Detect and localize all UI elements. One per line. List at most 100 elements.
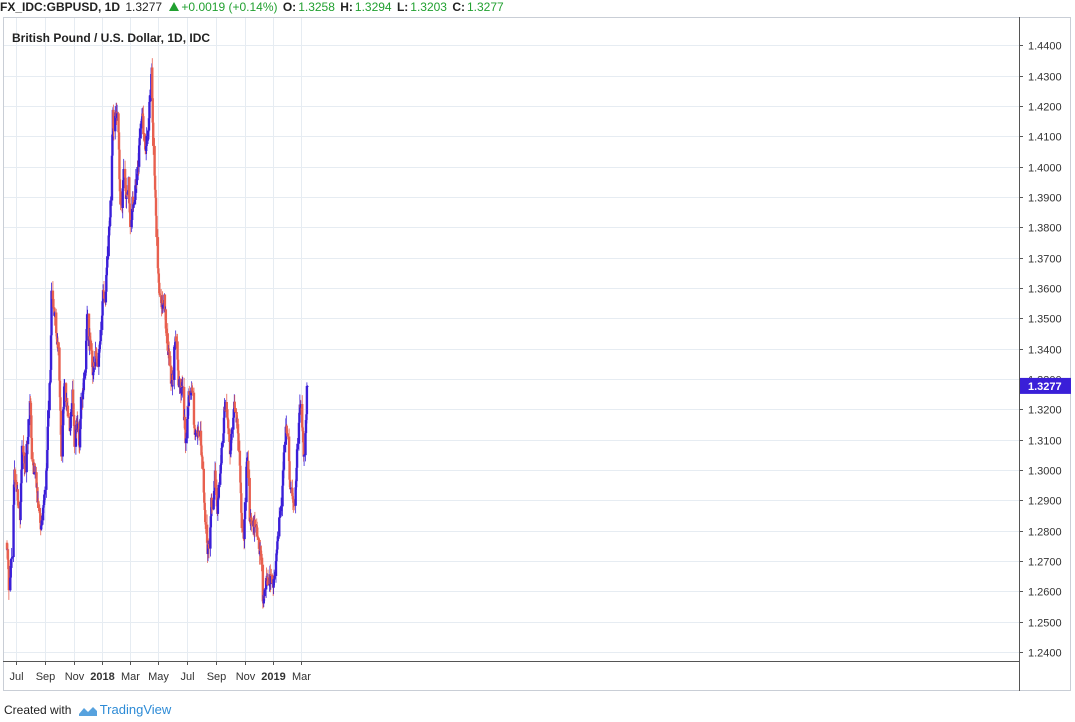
candle-body bbox=[171, 374, 174, 387]
candle-body bbox=[292, 499, 295, 503]
candle-body bbox=[96, 362, 99, 367]
candle-body bbox=[109, 200, 112, 218]
candle-body bbox=[275, 553, 278, 561]
candle-body bbox=[47, 410, 50, 427]
candle-body bbox=[278, 516, 281, 518]
candle-body bbox=[19, 483, 23, 503]
candle-body bbox=[187, 405, 190, 407]
y-tick-label: 1.3100 bbox=[1028, 436, 1062, 448]
high-label: H: bbox=[340, 0, 353, 14]
candle-body bbox=[9, 565, 12, 578]
candle-body bbox=[233, 401, 236, 408]
candle-body bbox=[19, 502, 22, 521]
y-tick-label: 1.4100 bbox=[1028, 132, 1062, 144]
candle-body bbox=[282, 452, 286, 470]
candle-body bbox=[100, 315, 104, 330]
candle-body bbox=[240, 512, 243, 529]
candle-body bbox=[276, 536, 280, 542]
candle-body bbox=[235, 411, 238, 423]
created-with-label: Created with bbox=[4, 703, 72, 717]
candle-body bbox=[58, 347, 61, 381]
candle-body bbox=[183, 416, 187, 430]
candle-body bbox=[85, 314, 89, 329]
candle-body bbox=[10, 558, 13, 560]
candle-body bbox=[236, 418, 239, 425]
candle-body bbox=[10, 558, 13, 566]
candle-body bbox=[217, 484, 221, 498]
candle-body bbox=[46, 449, 49, 469]
y-tick-label: 1.4300 bbox=[1028, 72, 1062, 84]
candle-body bbox=[298, 412, 301, 423]
price-change: +0.0019 (+0.14%) bbox=[181, 0, 278, 14]
candle-body bbox=[205, 524, 209, 543]
candle-body bbox=[227, 428, 230, 435]
y-tick-label: 1.3000 bbox=[1028, 466, 1062, 478]
candle-body bbox=[107, 235, 110, 257]
candle-body bbox=[138, 128, 142, 139]
candle-body bbox=[304, 433, 307, 456]
candle-body bbox=[72, 403, 75, 415]
candle-body bbox=[180, 387, 183, 394]
candle-body bbox=[239, 465, 242, 483]
candle-body bbox=[12, 504, 15, 558]
candle-body bbox=[272, 579, 275, 588]
candle-body bbox=[294, 487, 297, 506]
candles bbox=[5, 58, 309, 609]
candle-body bbox=[15, 481, 19, 492]
candle-body bbox=[243, 519, 246, 539]
candle-body bbox=[226, 412, 229, 418]
candle-body bbox=[99, 329, 102, 342]
candle-body bbox=[140, 120, 143, 129]
tradingview-link[interactable]: TradingView bbox=[99, 702, 172, 717]
candle-body bbox=[40, 525, 43, 530]
candle-body bbox=[86, 313, 89, 315]
candlestick-chart[interactable]: 1.2400 1.2500 1.2600 1.2700 1.2800 1.2900 1.30… bbox=[0, 17, 1075, 692]
x-tick-label: 2019 bbox=[261, 671, 285, 683]
candle-body bbox=[118, 179, 122, 192]
candle-body bbox=[232, 417, 235, 430]
candle-body bbox=[45, 470, 48, 490]
candle-body bbox=[287, 436, 291, 462]
candle-body bbox=[158, 282, 161, 294]
candle-body bbox=[46, 426, 49, 450]
candle-body bbox=[49, 335, 53, 370]
candle-body bbox=[66, 405, 70, 417]
candle-body bbox=[220, 447, 223, 464]
candle-body bbox=[181, 385, 184, 388]
candle-body bbox=[130, 208, 134, 221]
candle-body bbox=[174, 336, 178, 342]
chart-frame bbox=[3, 17, 1071, 691]
last-price-badge bbox=[1020, 377, 1071, 394]
candle-body bbox=[56, 341, 60, 348]
candle-body bbox=[288, 461, 291, 480]
candle-body bbox=[291, 496, 295, 500]
candle-body bbox=[87, 313, 91, 347]
candle-body bbox=[125, 194, 128, 199]
candle-body bbox=[52, 298, 55, 308]
candle-body bbox=[243, 502, 247, 520]
open-value: 1.3258 bbox=[298, 0, 335, 14]
candle-body bbox=[275, 549, 279, 554]
candle-body bbox=[148, 101, 151, 119]
candle-body bbox=[260, 553, 263, 565]
candle-body bbox=[79, 418, 82, 430]
candle-body bbox=[78, 429, 82, 448]
price-axis[interactable]: 1.2400 1.2500 1.2600 1.2700 1.2800 1.2900 1.30… bbox=[1019, 41, 1062, 660]
candle-body bbox=[137, 145, 141, 167]
time-axis[interactable]: Jul Sep Nov 2018 Mar May Jul Sep Nov 2019 Mar bbox=[9, 661, 311, 683]
candle-body bbox=[30, 415, 33, 438]
candle-body bbox=[32, 459, 35, 466]
candle-body bbox=[111, 134, 114, 156]
candle-body bbox=[306, 385, 309, 387]
symbol-label[interactable]: FX_IDC:GBPUSD, 1D bbox=[0, 0, 121, 14]
candle-body bbox=[134, 185, 137, 200]
y-tick-label: 1.3600 bbox=[1028, 284, 1062, 296]
candle-body bbox=[225, 402, 228, 413]
candle-body bbox=[125, 194, 129, 196]
candle-body bbox=[30, 437, 34, 460]
candle-body bbox=[295, 449, 299, 468]
candle-body bbox=[74, 424, 78, 447]
candle-body bbox=[296, 443, 299, 450]
candle-body bbox=[283, 444, 286, 453]
candle-body bbox=[168, 351, 171, 366]
